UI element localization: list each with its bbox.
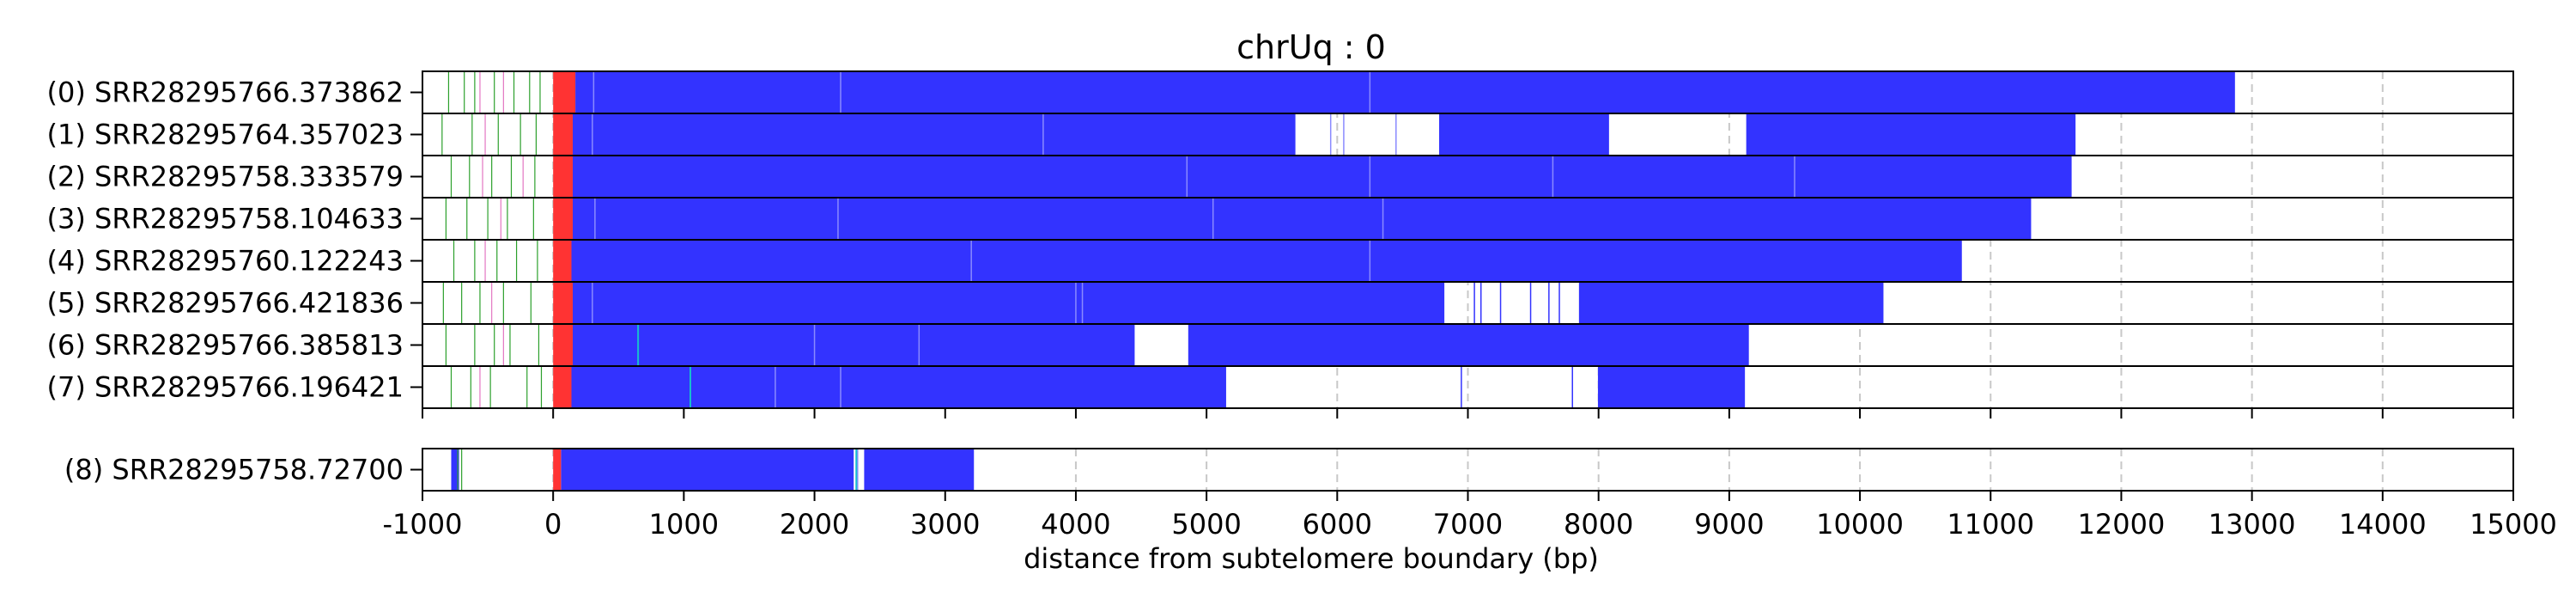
blue-segment	[1598, 366, 1746, 408]
x-tick-label: 12000	[2078, 508, 2166, 541]
read-row: (0) SRR28295766.373862	[47, 71, 2235, 113]
read-label: (8) SRR28295758.72700	[64, 454, 404, 486]
blue-segment	[571, 240, 1962, 282]
x-tick-label: 13000	[2208, 508, 2296, 541]
red-segment	[553, 366, 572, 408]
red-segment	[553, 324, 574, 366]
x-tick-label: 0	[544, 508, 562, 541]
blue-segment	[571, 366, 1226, 408]
read-row: (6) SRR28295766.385813	[47, 324, 1749, 366]
read-row: (4) SRR28295760.122243	[47, 240, 1962, 282]
blue-segment	[1578, 282, 1884, 324]
blue-segment	[573, 156, 2072, 198]
read-label: (0) SRR28295766.373862	[47, 76, 404, 109]
blue-segment	[573, 324, 1135, 366]
read-row: (7) SRR28295766.196421	[47, 366, 1746, 408]
x-tick-label: 6000	[1303, 508, 1372, 541]
read-row: (3) SRR28295758.104633	[47, 198, 2032, 240]
red-segment	[553, 71, 576, 113]
x-tick-label: 1000	[649, 508, 719, 541]
blue-segment	[561, 449, 854, 491]
read-label: (4) SRR28295760.122243	[47, 245, 404, 278]
x-axis-ticks: -1000 0 1000 2000 3000 4000 5000 6000 7000 8000 90…	[383, 408, 2557, 541]
blue-segment	[575, 71, 2235, 113]
blue-segment	[573, 198, 2032, 240]
read-label: (7) SRR28295766.196421	[47, 371, 404, 404]
read-row: (8) SRR28295758.72700	[64, 449, 975, 491]
x-tick-label: 15000	[2470, 508, 2557, 541]
x-tick-label: 14000	[2339, 508, 2427, 541]
read-label: (6) SRR28295766.385813	[47, 329, 404, 362]
x-tick-label: -1000	[383, 508, 463, 541]
x-tick-label: 4000	[1041, 508, 1110, 541]
red-segment	[553, 156, 574, 198]
red-segment	[553, 113, 574, 156]
blue-segment	[1746, 113, 2076, 156]
read-label: (5) SRR28295766.421836	[47, 287, 404, 320]
read-row: (5) SRR28295766.421836	[47, 282, 1884, 324]
x-tick-label: 11000	[1947, 508, 2034, 541]
blue-segment	[1188, 324, 1749, 366]
blue-segment	[573, 282, 1445, 324]
frame-layer	[422, 70, 2514, 492]
blue-segment	[864, 449, 975, 491]
blue-segment	[451, 449, 459, 491]
x-tick-label: 10000	[1816, 508, 1904, 541]
blue-segment	[1439, 113, 1609, 156]
read-label: (2) SRR28295758.333579	[47, 161, 404, 193]
x-tick-label: 7000	[1433, 508, 1503, 541]
red-segment	[553, 449, 562, 491]
red-segment	[553, 240, 572, 282]
read-row: (2) SRR28295758.333579	[47, 156, 2072, 198]
read-label: (1) SRR28295764.357023	[47, 119, 404, 151]
x-tick-label: 8000	[1564, 508, 1633, 541]
x-tick-label: 3000	[910, 508, 980, 541]
chart-title: chrUq : 0	[1236, 28, 1386, 66]
x-tick-label: 5000	[1171, 508, 1241, 541]
read-label: (3) SRR28295758.104633	[47, 203, 404, 235]
red-segment	[553, 282, 574, 324]
reads-layer: (0) SRR28295766.373862 (1) SRR28295764.35…	[47, 71, 2235, 491]
blue-segment	[573, 113, 1296, 156]
x-axis-label: distance from subtelomere boundary (bp)	[1024, 542, 1599, 575]
red-segment	[553, 198, 574, 240]
x-tick-label: 2000	[780, 508, 849, 541]
x-tick-label: 9000	[1694, 508, 1764, 541]
read-row: (1) SRR28295764.357023	[47, 113, 2076, 156]
